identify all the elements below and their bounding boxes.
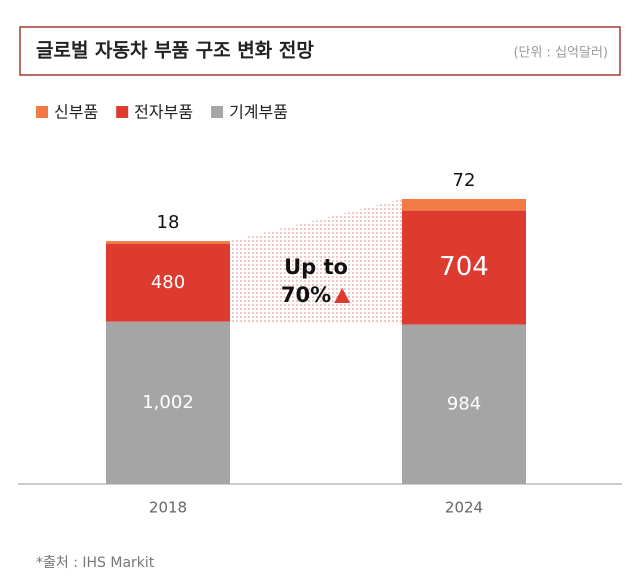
bar-segment: [106, 321, 230, 484]
value-label: 480: [151, 272, 185, 293]
bar-segment: [402, 199, 526, 211]
x-tick-label: 2024: [445, 499, 483, 517]
title-box: [19, 26, 621, 76]
legend-swatch: [211, 106, 224, 118]
bar-segment: [106, 241, 230, 245]
x-tick-label: 2018: [149, 499, 187, 517]
chart-title: 글로벌 자동차 부품 구조 변화 전망: [36, 40, 314, 62]
legend-swatch: [116, 106, 129, 118]
value-label: 18: [157, 212, 180, 233]
legend-label: 기계부품: [229, 103, 288, 122]
value-label: 1,002: [142, 392, 194, 413]
legend-swatch: [36, 106, 48, 118]
bar-segment: [402, 210, 526, 325]
up-triangle: [334, 288, 351, 303]
annotation: Up to: [284, 255, 348, 279]
bar-segment: [106, 244, 230, 322]
value-label: 984: [447, 393, 481, 414]
legend-label: 전자부품: [134, 103, 193, 122]
legend-label: 신부품: [54, 103, 98, 122]
value-label: 704: [439, 252, 489, 282]
source: *출처 : IHS Markit: [36, 555, 155, 571]
value-label: 72: [453, 170, 476, 191]
annotation: 70%: [281, 283, 331, 307]
bar-segment: [402, 324, 526, 484]
growth-band: [230, 199, 402, 325]
unit-label: (단위 : 십억달러): [513, 46, 608, 61]
